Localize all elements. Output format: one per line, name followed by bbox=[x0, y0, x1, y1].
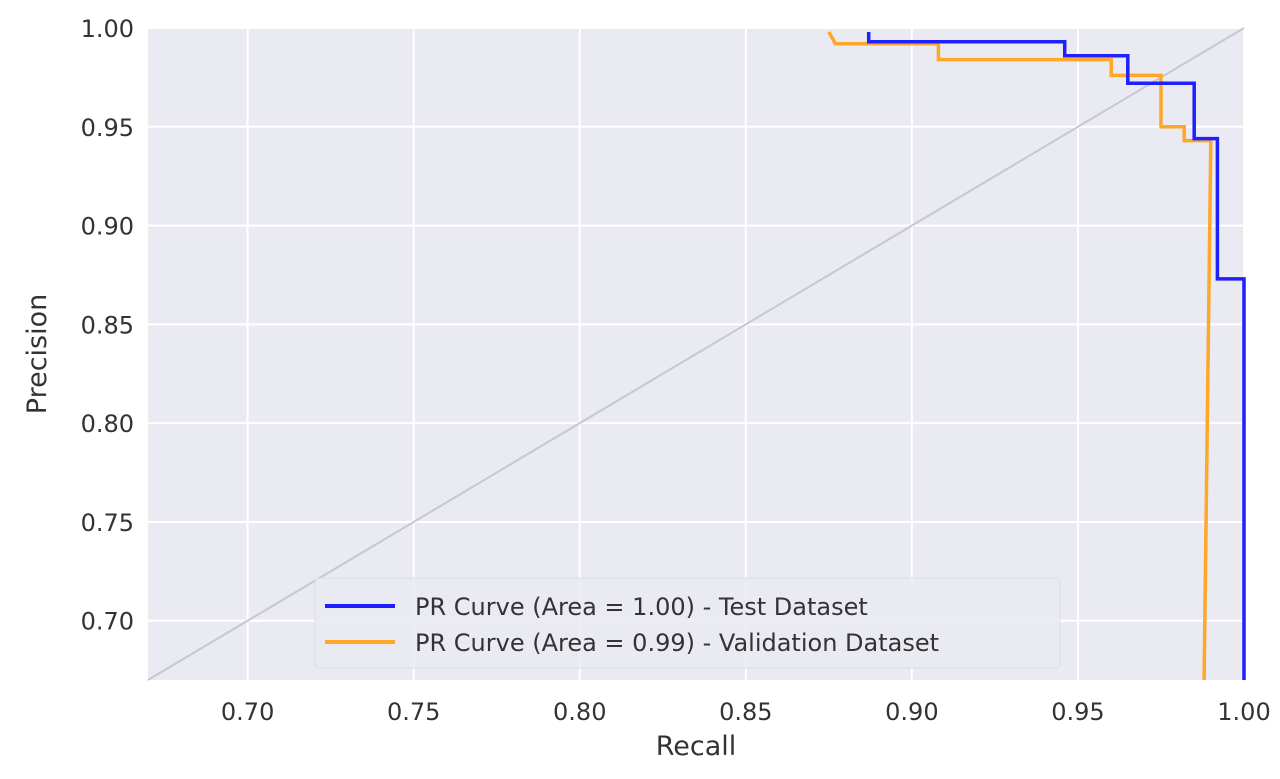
series-line-test bbox=[866, 32, 1246, 680]
y-tick-label: 0.75 bbox=[81, 509, 134, 537]
legend-label-validation: PR Curve (Area = 0.99) - Validation Data… bbox=[415, 629, 939, 657]
y-tick-labels: 0.70 0.75 0.80 0.85 0.90 0.95 1.00 bbox=[81, 15, 134, 636]
y-tick-label: 0.70 bbox=[81, 608, 134, 636]
diagonal-reference-line bbox=[147, 27, 1245, 681]
legend-label-test: PR Curve (Area = 1.00) - Test Dataset bbox=[415, 593, 868, 621]
y-tick-label: 0.95 bbox=[81, 114, 134, 142]
x-tick-label: 0.75 bbox=[387, 698, 440, 726]
series-line-validation bbox=[827, 31, 1213, 681]
x-tick-label: 0.95 bbox=[1051, 698, 1104, 726]
y-tick-label: 1.00 bbox=[81, 15, 134, 43]
x-tick-label: 0.85 bbox=[719, 698, 772, 726]
x-tick-labels: 0.70 0.75 0.80 0.85 0.90 0.95 1.00 bbox=[221, 698, 1271, 726]
y-axis-label: Precision bbox=[22, 294, 53, 414]
y-tick-label: 0.80 bbox=[81, 410, 134, 438]
legend-box bbox=[314, 577, 1061, 669]
x-tick-label: 0.70 bbox=[221, 698, 274, 726]
x-tick-label: 1.00 bbox=[1217, 698, 1270, 726]
x-tick-label: 0.80 bbox=[553, 698, 606, 726]
series-layer bbox=[827, 31, 1246, 681]
x-axis-label: Recall bbox=[656, 731, 737, 762]
y-tick-label: 0.85 bbox=[81, 311, 134, 339]
y-tick-label: 0.90 bbox=[81, 213, 134, 241]
x-tick-label: 0.90 bbox=[885, 698, 938, 726]
legend: PR Curve (Area = 1.00) - Test Dataset PR… bbox=[314, 577, 1061, 669]
